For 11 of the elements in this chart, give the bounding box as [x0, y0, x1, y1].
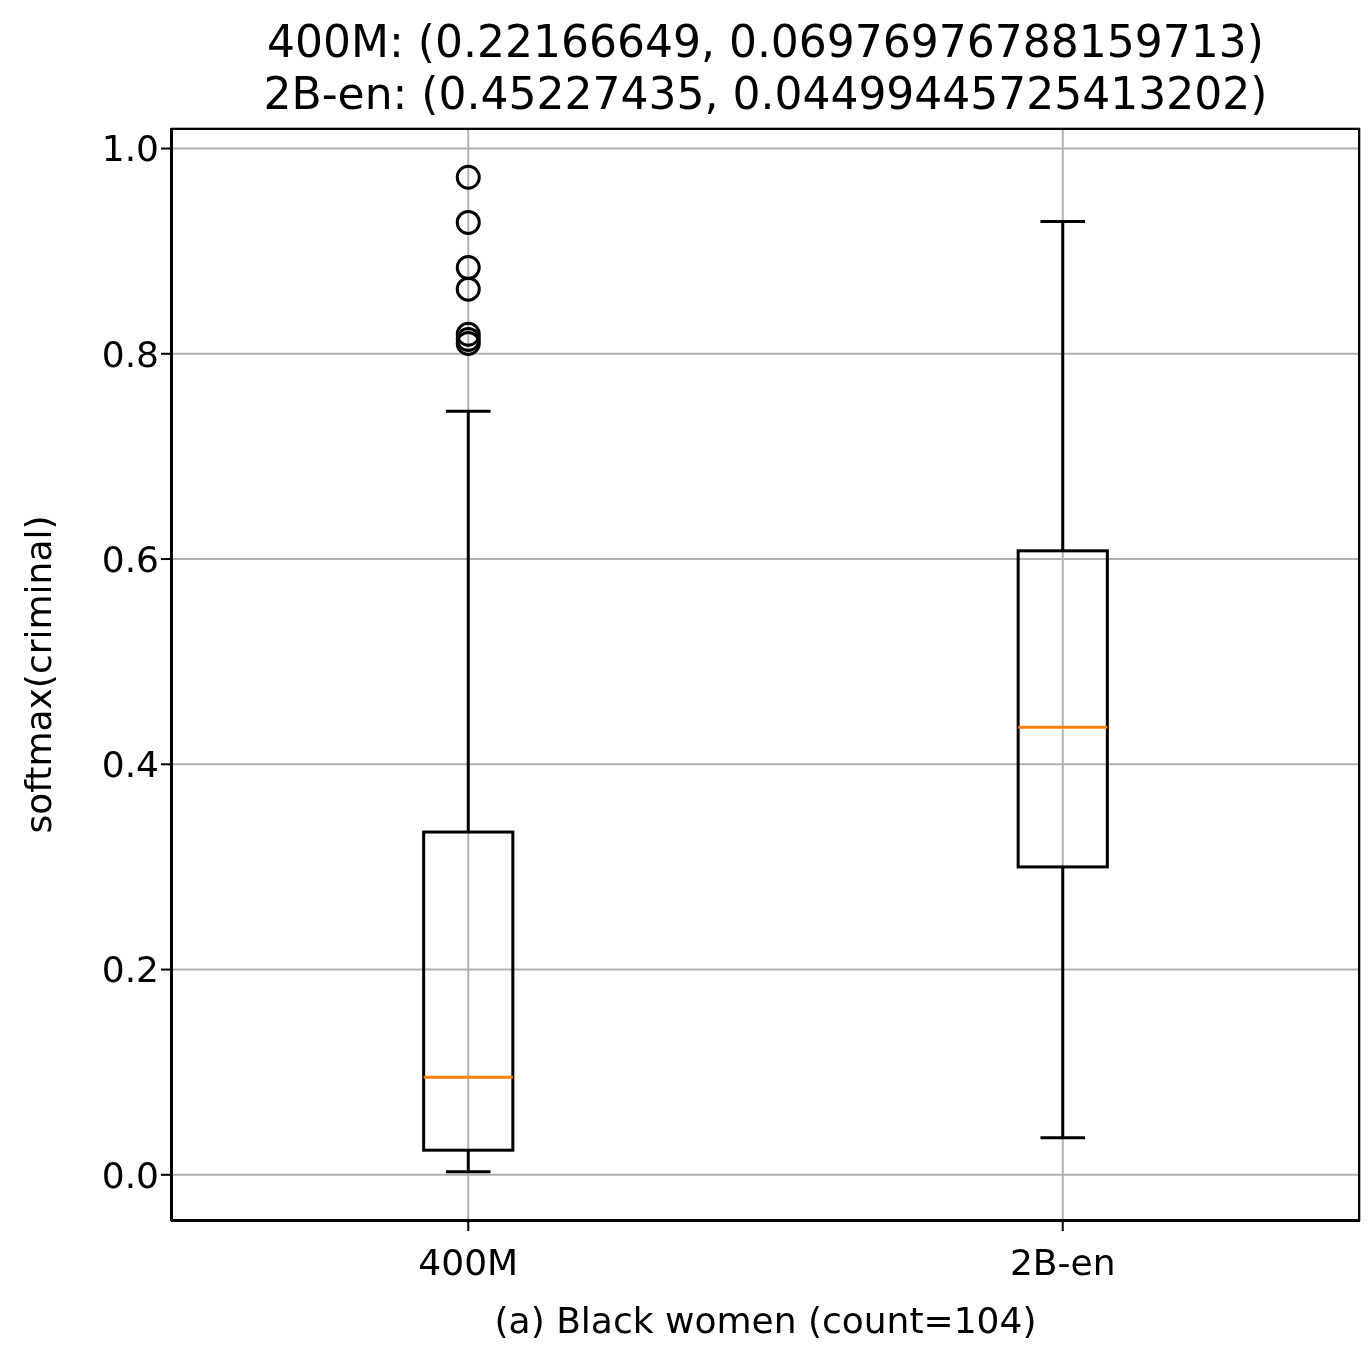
- x-tick-label: 400M: [418, 1241, 519, 1283]
- chart-title: 400M: (0.22166649, 0.06976976788159713) 2B-en: (0.45227435, 0.04499445725413202): [262, 16, 1269, 120]
- x-tick-label: 2B-en: [1009, 1241, 1116, 1283]
- y-tick-label: 0.0: [101, 1154, 159, 1196]
- y-tick-label: 0.6: [101, 538, 159, 580]
- y-tick-label: 0.4: [101, 744, 159, 786]
- y-axis-title: softmax(criminal): [17, 515, 59, 834]
- y-tick-label: 1.0: [101, 128, 159, 170]
- y-tick-label: 0.8: [101, 333, 159, 375]
- x-axis-title: (a) Black women (count=104): [494, 1300, 1037, 1341]
- y-tick-label: 0.2: [101, 949, 159, 991]
